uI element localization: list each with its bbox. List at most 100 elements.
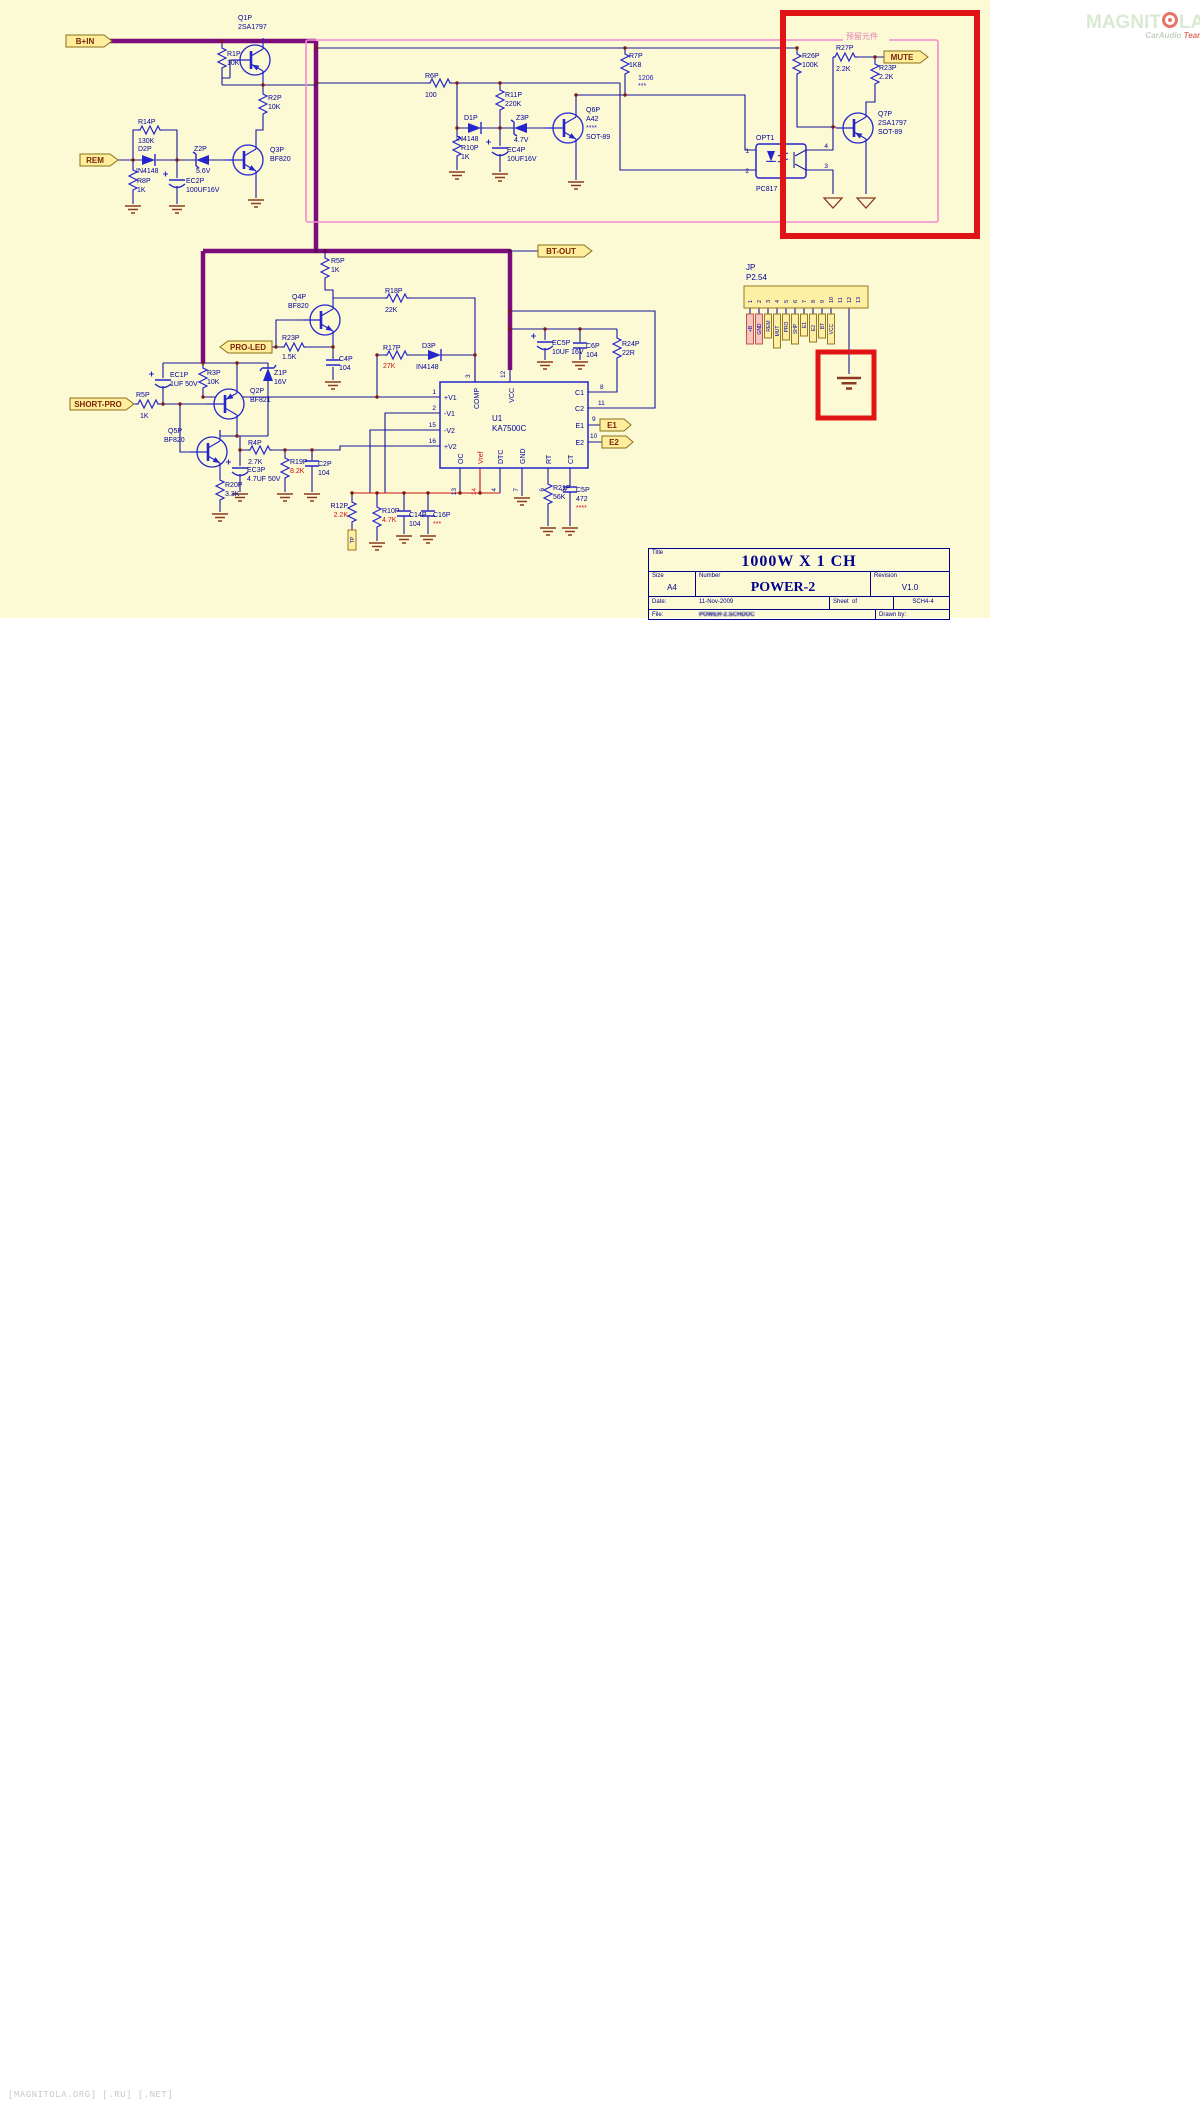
label-r7p-val: 1K8 bbox=[629, 62, 642, 69]
file-path: POWER-2.SCHDOC bbox=[699, 612, 755, 618]
label-q1p-part: 2SA1797 bbox=[238, 24, 267, 31]
logo-text-right: LA bbox=[1178, 12, 1200, 33]
drawn-by-label: Drawn by: bbox=[875, 610, 949, 619]
u1-pin-name-e2: E2 bbox=[575, 440, 584, 447]
label-q7p: Q7P bbox=[878, 111, 892, 118]
label-d3p-val: IN4148 bbox=[416, 364, 439, 371]
label-r23p-a: R23P bbox=[282, 335, 300, 342]
label-q5p: Q5P bbox=[168, 428, 182, 435]
label-q6p-stars: **** bbox=[586, 125, 597, 132]
label-r27p: R27P bbox=[836, 45, 854, 52]
label-r1p: R1P bbox=[227, 51, 241, 58]
highlight-box-mute-circuit bbox=[780, 10, 980, 239]
flag-e1 bbox=[599, 418, 632, 432]
date-label: Date: bbox=[652, 599, 667, 605]
label-r19p-val: 8.2K bbox=[290, 468, 305, 475]
title-label: Title bbox=[652, 550, 664, 556]
u1-pin-num-6: 6 bbox=[539, 488, 546, 492]
u1-pin-name-p15: -V2 bbox=[444, 428, 455, 435]
footer-watermark: [MAGNITOLA.ORG] [.RU] [.NET] bbox=[8, 2090, 174, 2100]
logo-wordmark: MAGNIT LA bbox=[1086, 12, 1200, 34]
label-u1-part: KA7500C bbox=[492, 424, 526, 433]
label-d2p: D2P bbox=[138, 146, 152, 153]
u1-pin-name-c1: C1 bbox=[575, 390, 584, 397]
label-q4p: Q4P bbox=[292, 294, 306, 301]
label-q1p: Q1P bbox=[238, 15, 252, 22]
highlight-box-ground bbox=[815, 349, 877, 421]
label-jp-pitch: P2.54 bbox=[746, 273, 767, 282]
label-opt1-pin3: 3 bbox=[824, 163, 828, 170]
jp-pin-6: 6 bbox=[793, 300, 799, 303]
connector-jp bbox=[743, 285, 869, 309]
label-r11p: R11P bbox=[505, 92, 522, 99]
u1-pin-num-14: 14 bbox=[471, 488, 478, 496]
sheet-ref: SCH4-4 bbox=[912, 599, 934, 605]
jp-flag-5: SHP bbox=[793, 323, 799, 334]
flag-e2 bbox=[601, 435, 634, 449]
label-r8p-val: 1K bbox=[137, 187, 146, 194]
jp-flag-4: PRO bbox=[784, 321, 790, 332]
flag-b-in-label: B+IN bbox=[76, 37, 95, 46]
u1-pin-num-11: 11 bbox=[598, 400, 605, 407]
jp-pin-1: 1 bbox=[748, 300, 754, 303]
sheet-title: 1000W X 1 CH bbox=[741, 553, 857, 570]
junction-dots bbox=[131, 39, 877, 495]
sheet-label: Sheet bbox=[833, 599, 849, 605]
power-bus bbox=[90, 38, 513, 370]
flag-pro-led-label: PRO-LED bbox=[230, 343, 266, 352]
label-c4p: C4P bbox=[339, 356, 353, 363]
label-c14p: C14P bbox=[409, 512, 427, 519]
label-opt1-part: PC817 bbox=[756, 186, 778, 193]
label-jp: JP bbox=[746, 263, 755, 272]
label-r27p-val: 2.2K bbox=[836, 66, 851, 73]
u1-pin-num-12: 12 bbox=[500, 370, 507, 378]
magnitola-logo: MAGNIT LA CarAudio Team bbox=[1086, 12, 1200, 40]
label-z3p: Z3P bbox=[516, 115, 529, 122]
label-r19p: R19P bbox=[290, 459, 308, 466]
title-block-row-title: Title 1000W X 1 CH bbox=[649, 549, 949, 572]
label-opt1: OPT1 bbox=[756, 135, 774, 142]
jp-pin-9: 9 bbox=[820, 300, 826, 303]
label-q6p-part: A42 bbox=[586, 116, 599, 123]
label-c5p-note: **** bbox=[576, 505, 587, 512]
u1-pin-name-c2: C2 bbox=[575, 406, 584, 413]
u1-pin-num-7: 7 bbox=[513, 488, 520, 492]
sheet-cell: Sheet of bbox=[830, 597, 894, 609]
label-q5p-part: BF820 bbox=[164, 437, 185, 444]
label-r10p-b-val: 4.7K bbox=[382, 517, 397, 524]
label-r24p: R24P bbox=[622, 341, 640, 348]
label-r17p-val: 27K bbox=[383, 363, 396, 370]
label-c2p-val: 104 bbox=[318, 470, 330, 477]
net-flags: B+IN REM BT-OUT MUTE PRO-LED SHORT-PRO E… bbox=[65, 34, 929, 449]
label-opt1-pin2: 2 bbox=[745, 168, 749, 175]
label-r1p-val: 10K bbox=[227, 60, 240, 67]
jp-flag-0: +B bbox=[748, 325, 754, 332]
label-r14p: R14P bbox=[138, 119, 156, 126]
label-ec2p: EC2P bbox=[186, 178, 205, 185]
u1-pin-name-comp: COMP bbox=[474, 388, 481, 409]
label-c14p-val: 104 bbox=[409, 521, 421, 528]
u1-pin-name-p16: +V2 bbox=[444, 444, 457, 451]
jp-pin-3: 3 bbox=[766, 300, 772, 303]
u1-pin-name-oc: OC bbox=[458, 454, 465, 465]
label-r14p-val: 130K bbox=[138, 138, 155, 145]
size-cell: Size A4 bbox=[649, 572, 696, 596]
jp-flag-9: VCC bbox=[829, 323, 835, 334]
label-r5p-a: R5P bbox=[331, 258, 345, 265]
label-r10p-b: R10P bbox=[382, 508, 400, 515]
label-ec2p-val: 100UF16V bbox=[186, 187, 220, 194]
tp-flag-label: TP bbox=[350, 536, 356, 543]
label-c16p-val: *** bbox=[433, 521, 441, 528]
labels: Q1P 2SA1797 R1P 10K R2P 10K R14P 130K D2P IN4… bbox=[136, 15, 907, 528]
label-ec1p-val: 1UF 50V bbox=[170, 381, 198, 388]
flag-bt-out-label: BT-OUT bbox=[546, 247, 576, 256]
label-r5p-b-val: 1K bbox=[140, 413, 149, 420]
jp-pin-2: 2 bbox=[757, 300, 763, 303]
label-r26p: R26P bbox=[802, 53, 820, 60]
u1-pin-num-10: 10 bbox=[590, 433, 598, 440]
label-r3p-val: 10K bbox=[207, 379, 220, 386]
jp-flag-7: E2 bbox=[811, 325, 817, 331]
u1-pin-name-p2: -V1 bbox=[444, 411, 455, 418]
label-r21p: R21P bbox=[553, 485, 571, 492]
